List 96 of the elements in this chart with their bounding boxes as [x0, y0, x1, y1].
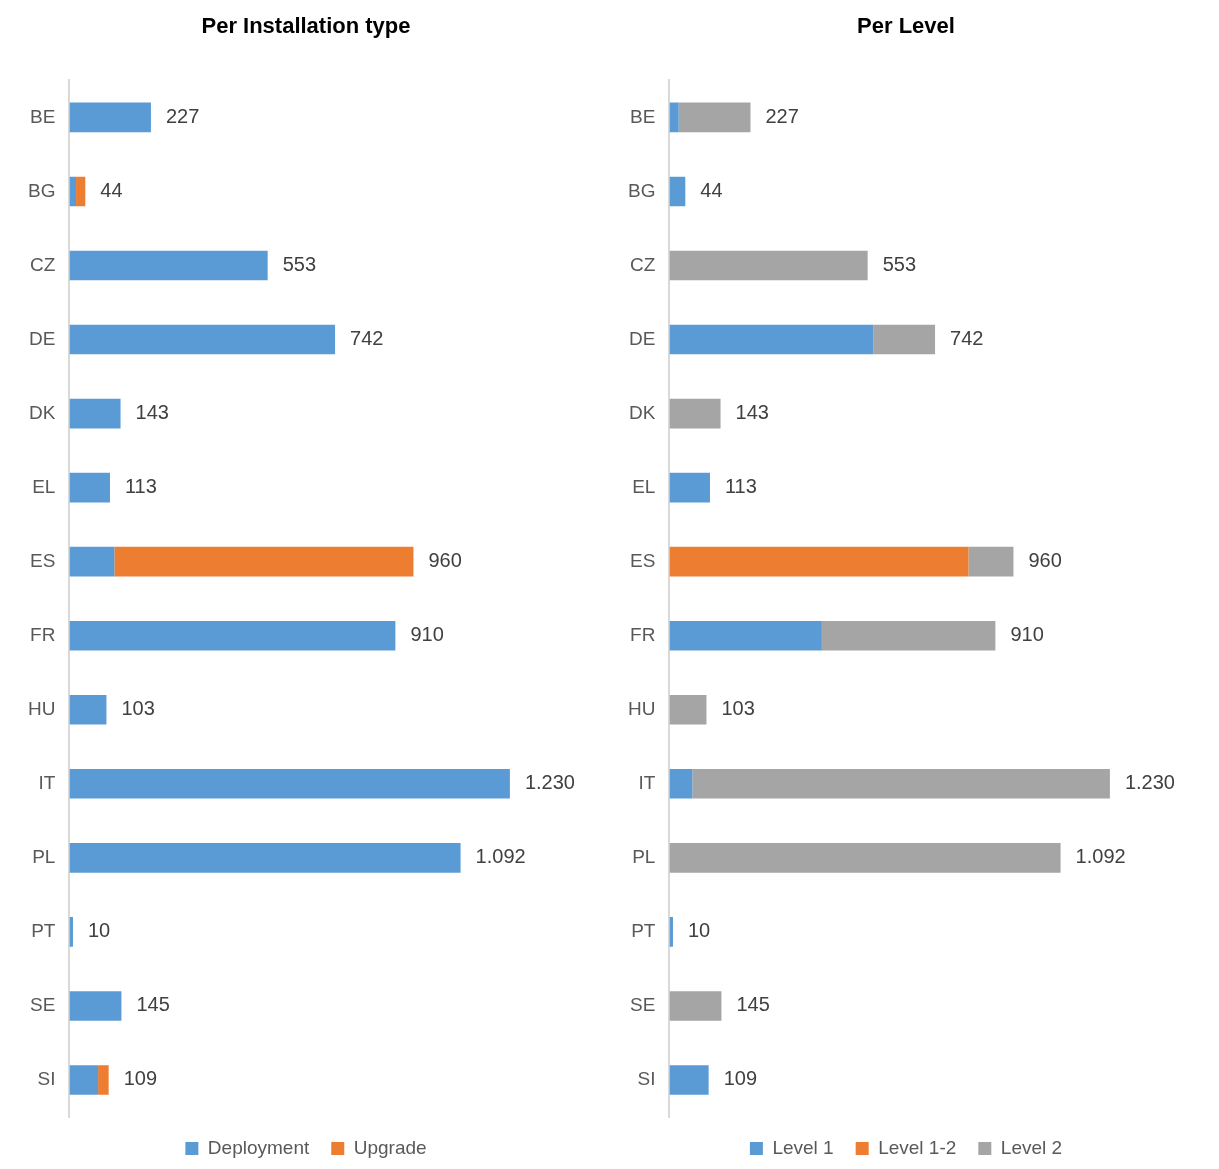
bar	[692, 769, 1110, 799]
chart-title: Per Level	[857, 13, 955, 39]
annotation: 960	[1028, 549, 1062, 572]
annotation: 742	[950, 327, 984, 350]
legend-label: Deployment	[207, 1136, 310, 1158]
y-tick-label: DK	[629, 401, 656, 423]
y-tick-label: SI	[37, 1068, 56, 1090]
bar	[669, 250, 868, 281]
bar	[76, 176, 86, 207]
bar	[669, 769, 693, 799]
y-tick-label: BG	[628, 179, 656, 201]
bar	[968, 546, 1014, 577]
annotation: 113	[124, 475, 157, 498]
y-tick-label: PL	[32, 846, 56, 868]
y-tick-label: SE	[30, 994, 56, 1016]
bar	[669, 176, 686, 207]
bar	[669, 546, 969, 577]
bar	[821, 620, 996, 651]
chart-title: Per Installation type	[201, 13, 411, 39]
y-tick-label: HU	[28, 698, 56, 719]
bar	[873, 324, 936, 355]
annotation: 143	[735, 401, 769, 424]
bar	[669, 1065, 709, 1095]
annotation: 109	[723, 1067, 758, 1090]
annotation: 1.230	[524, 771, 575, 794]
bar	[98, 1065, 109, 1095]
annotation: 742	[350, 327, 384, 350]
annotation: 1.230	[1124, 771, 1175, 794]
y-tick-label: BE	[30, 105, 56, 127]
y-tick-label: HU	[628, 698, 656, 719]
bar	[669, 694, 707, 725]
annotation: 113	[724, 475, 757, 498]
annotation: 910	[410, 623, 444, 646]
bar	[669, 398, 721, 429]
bar	[69, 843, 461, 873]
annotation: 10	[687, 919, 711, 942]
annotation: 145	[736, 993, 770, 1016]
bar	[69, 102, 151, 133]
annotation: 10	[87, 919, 111, 942]
annotation: 553	[882, 253, 917, 276]
legend-label: Upgrade	[353, 1136, 427, 1158]
annotation: 227	[765, 104, 799, 127]
annotation: 910	[1010, 623, 1044, 646]
bar	[69, 694, 107, 725]
bar	[69, 620, 396, 651]
annotation: 103	[721, 697, 755, 720]
bar	[69, 769, 510, 799]
bar	[669, 991, 722, 1021]
bar	[669, 620, 822, 651]
annotation: 109	[123, 1067, 158, 1090]
annotation: 227	[165, 104, 200, 127]
bar	[69, 546, 115, 577]
y-tick-label: DK	[29, 401, 56, 423]
bar	[678, 102, 751, 133]
bar	[669, 324, 874, 355]
y-tick-label: SI	[637, 1068, 656, 1090]
annotation: 145	[136, 993, 170, 1016]
y-tick-label: PT	[631, 920, 656, 942]
y-tick-label: IT	[38, 772, 56, 794]
legend-label: Level 2	[1000, 1136, 1063, 1158]
y-tick-label: FR	[630, 623, 656, 645]
y-tick-label: EL	[32, 475, 56, 497]
bar	[69, 398, 121, 429]
y-tick-label: DE	[629, 327, 656, 349]
bar	[69, 991, 122, 1021]
annotation: 1.092	[475, 845, 526, 868]
y-tick-label: FR	[30, 623, 56, 645]
bar	[69, 472, 110, 503]
annotation: 960	[428, 549, 462, 572]
bar	[69, 1065, 99, 1095]
annotation: 143	[135, 401, 169, 424]
bar	[114, 546, 414, 577]
y-tick-label: PT	[31, 920, 56, 942]
annotation: 1.092	[1075, 845, 1126, 868]
annotation: 44	[100, 178, 123, 201]
y-tick-label: CZ	[30, 253, 56, 275]
y-tick-label: IT	[638, 772, 656, 794]
annotation: 44	[700, 178, 723, 201]
y-tick-label: DE	[29, 327, 56, 349]
y-tick-label: BG	[28, 179, 56, 201]
y-tick-label: PL	[632, 846, 656, 868]
annotation: 103	[121, 697, 155, 720]
bar	[69, 250, 268, 281]
legend-label: Level 1	[772, 1136, 834, 1158]
y-tick-label: ES	[630, 549, 656, 571]
legend-label: Level 1-2	[878, 1136, 957, 1158]
bar	[69, 324, 336, 355]
y-tick-label: SE	[630, 994, 656, 1016]
bar	[669, 843, 1061, 873]
annotation: 553	[282, 253, 317, 276]
y-tick-label: CZ	[630, 253, 656, 275]
y-tick-label: EL	[632, 475, 656, 497]
y-tick-label: BE	[630, 105, 656, 127]
bar	[669, 472, 710, 503]
y-tick-label: ES	[30, 549, 56, 571]
bar	[669, 102, 679, 133]
